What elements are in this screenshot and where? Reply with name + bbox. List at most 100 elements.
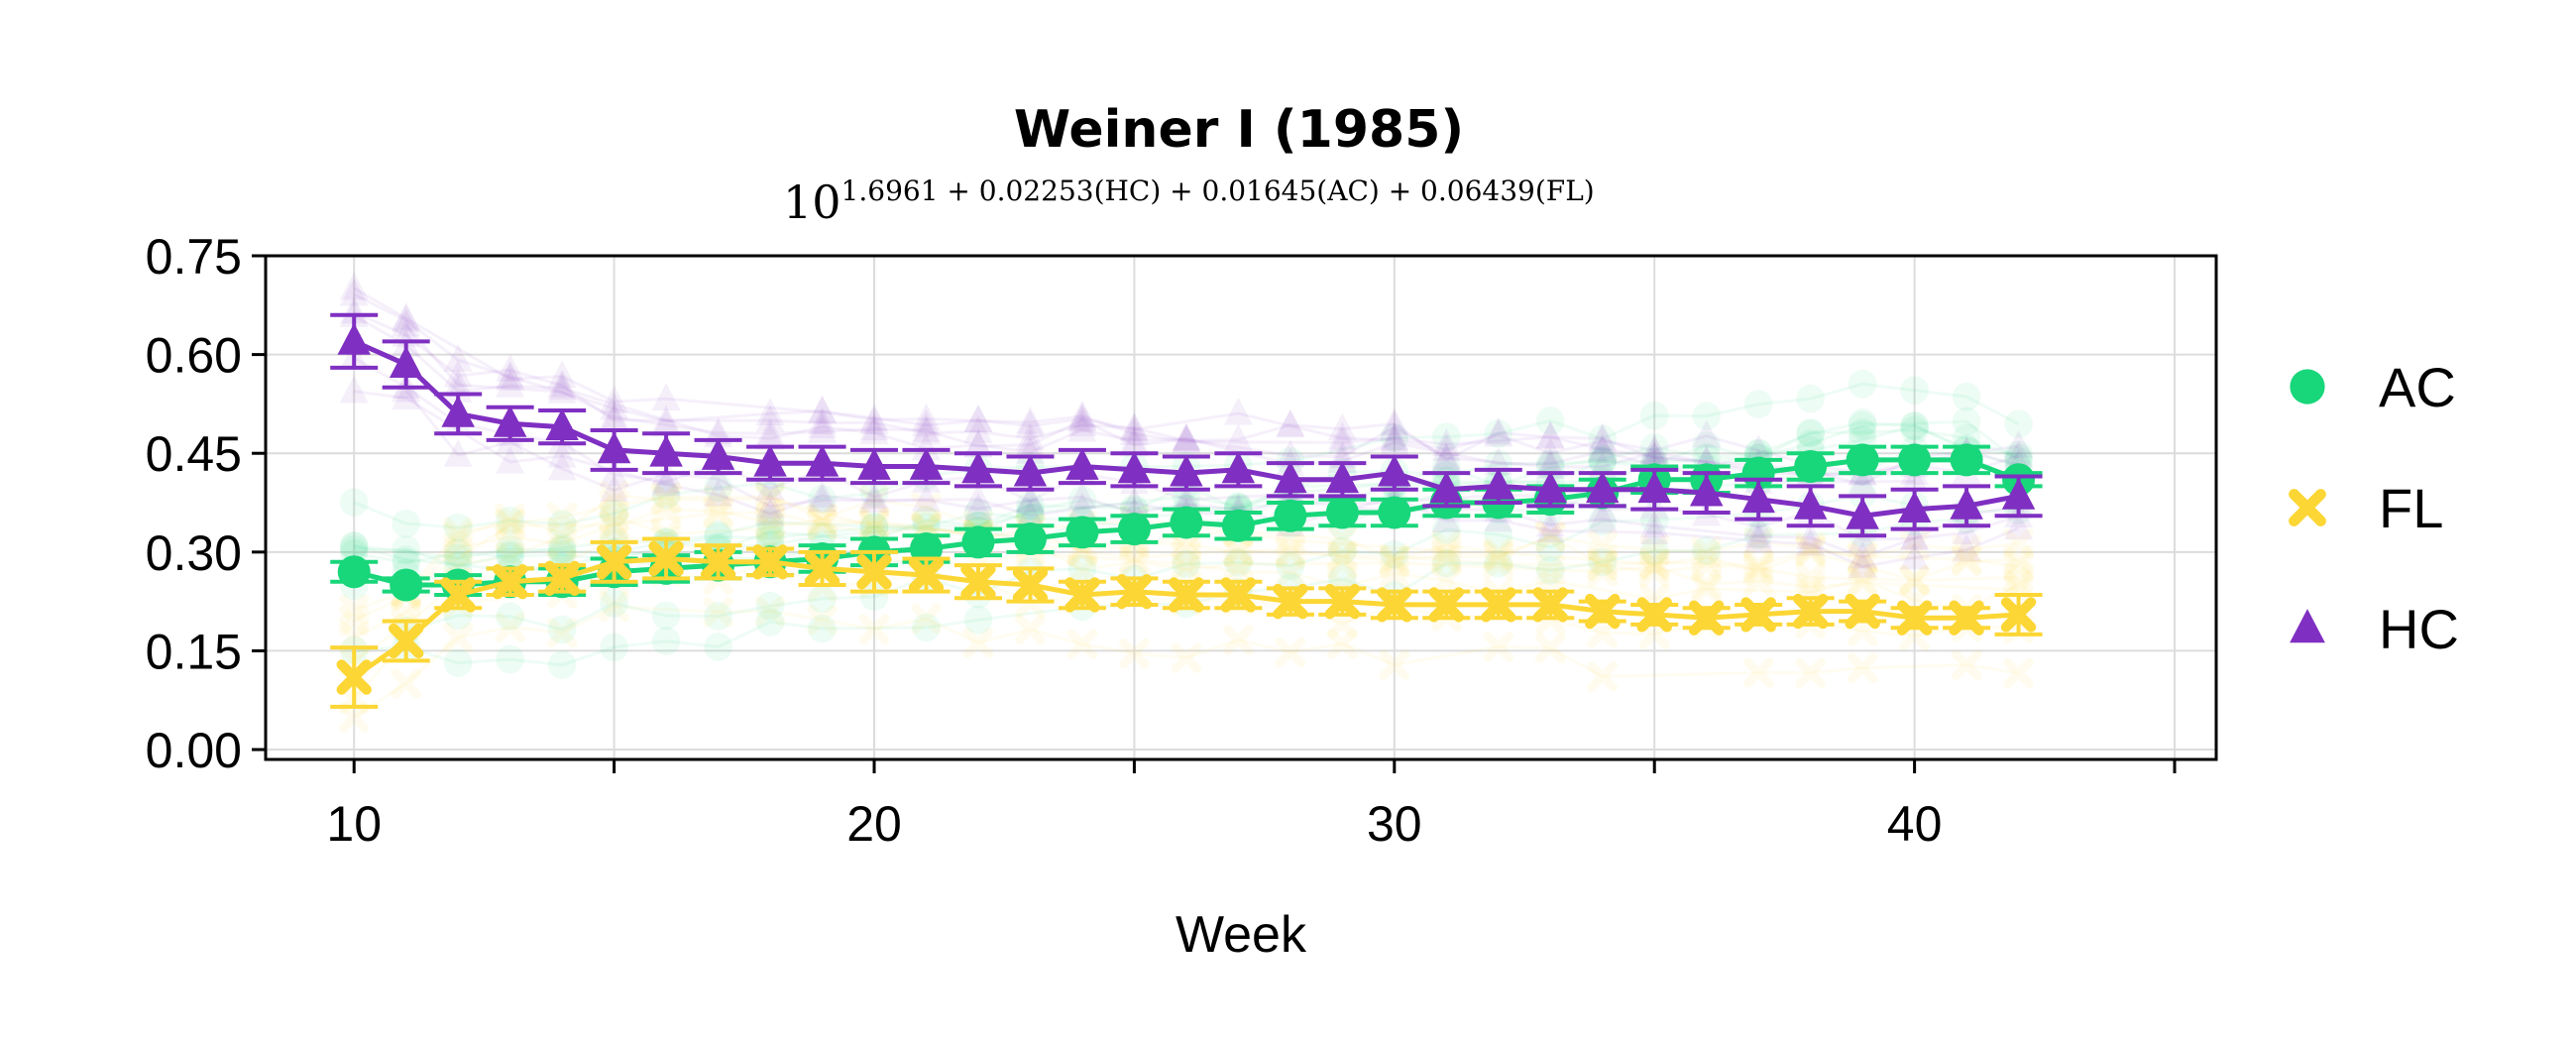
background-trace-point: [808, 415, 838, 443]
background-trace-point: [1015, 409, 1045, 438]
background-trace-point: [651, 405, 681, 433]
background-trace-point: [1587, 661, 1619, 692]
background-trace-point: [1742, 526, 1774, 558]
data-point: [1740, 597, 1776, 633]
data-point: [1794, 449, 1828, 483]
background-trace-point: [1848, 540, 1877, 569]
data-point: [908, 557, 945, 593]
background-trace-point: [1588, 424, 1618, 453]
background-trace-point: [911, 432, 942, 461]
data-point: [1221, 451, 1256, 484]
background-trace-point: [443, 438, 473, 467]
background-trace-point: [2003, 657, 2034, 689]
data-point: [1741, 481, 1775, 514]
background-trace-point: [1639, 536, 1669, 565]
background-trace-point: [1067, 492, 1097, 521]
background-trace-point: [859, 406, 889, 434]
background-trace-point: [495, 503, 525, 534]
data-point: [1325, 496, 1359, 529]
legend-item-ac: AC: [2290, 356, 2456, 418]
background-trace-point: [392, 535, 420, 564]
data-point: [1220, 577, 1257, 613]
background-trace-point: [704, 473, 732, 503]
background-trace-point: [807, 604, 838, 636]
background-trace-point: [1380, 426, 1409, 455]
background-trace-point: [1587, 549, 1619, 581]
background-trace-point: [1066, 629, 1098, 659]
background-trace-point: [600, 499, 628, 528]
background-trace-point: [1172, 422, 1201, 450]
background-trace-point: [1848, 468, 1877, 497]
background-trace-point: [1067, 404, 1097, 432]
data-point: [1792, 593, 1829, 630]
background-trace-point: [808, 479, 838, 508]
background-trace-point: [807, 509, 838, 539]
background-trace-point: [963, 405, 993, 432]
background-trace-point: [495, 612, 525, 642]
background-trace-line: [353, 356, 2019, 541]
background-trace-point: [755, 508, 785, 537]
background-trace-point: [1795, 534, 1826, 566]
background-trace-point: [755, 498, 785, 525]
background-trace-point: [2004, 443, 2033, 472]
background-trace-point: [339, 278, 369, 306]
background-trace-point: [2003, 551, 2034, 582]
data-point: [1170, 454, 1203, 487]
background-trace-line: [404, 323, 2020, 476]
background-trace-point: [1430, 540, 1462, 572]
background-trace-point: [858, 614, 890, 644]
background-trace-point: [1951, 534, 1982, 565]
background-trace-point: [1588, 547, 1618, 577]
background-trace-point: [547, 536, 577, 565]
background-trace-point: [1900, 376, 1929, 406]
series-hc: [330, 312, 2043, 538]
background-trace-point: [1223, 397, 1253, 425]
background-trace-point: [1743, 390, 1773, 419]
background-trace-point: [1015, 428, 1045, 457]
background-trace-point: [963, 405, 993, 432]
background-trace-line: [353, 287, 2019, 475]
background-trace-point: [651, 383, 681, 410]
data-point: [1170, 506, 1203, 539]
data-point: [804, 550, 840, 587]
background-trace-point: [1796, 429, 1825, 458]
background-trace-point: [1431, 422, 1461, 451]
background-trace-point: [1327, 412, 1357, 441]
background-trace-point: [1534, 554, 1566, 585]
background-trace-point: [808, 614, 837, 643]
background-trace-point: [1484, 419, 1513, 448]
background-trace-point: [1900, 541, 1930, 570]
background-trace-point: [1587, 556, 1619, 588]
background-trace-point: [807, 510, 838, 540]
background-trace-point: [963, 428, 993, 457]
background-trace-point: [1380, 422, 1409, 450]
background-trace-point: [1952, 406, 1981, 436]
background-trace-point: [651, 601, 681, 631]
background-trace-point: [704, 478, 733, 507]
background-trace-point: [1119, 486, 1149, 515]
background-trace-point: [1431, 441, 1461, 470]
background-trace-point: [1691, 550, 1723, 582]
background-trace-point: [1067, 400, 1097, 428]
data-point: [1845, 593, 1880, 630]
background-trace-point: [443, 344, 473, 372]
background-trace-point: [911, 408, 942, 437]
background-trace-point: [807, 503, 838, 534]
data-point: [336, 659, 372, 695]
background-trace-point: [496, 363, 525, 391]
background-trace-point: [599, 490, 629, 521]
background-trace-point: [1691, 573, 1723, 605]
data-point: [1481, 587, 1516, 623]
background-trace-point: [650, 519, 682, 550]
background-trace-point: [1900, 411, 1929, 440]
background-trace-point: [599, 509, 629, 540]
data-point: [1116, 573, 1153, 610]
background-trace-point: [1327, 547, 1358, 579]
background-trace-point: [443, 648, 473, 677]
background-trace-point: [754, 483, 786, 514]
background-trace-point: [1119, 424, 1149, 453]
background-trace-point: [1067, 403, 1097, 431]
background-trace-point: [1848, 417, 1877, 447]
background-trace-point: [755, 472, 785, 501]
background-trace-point: [755, 591, 785, 621]
